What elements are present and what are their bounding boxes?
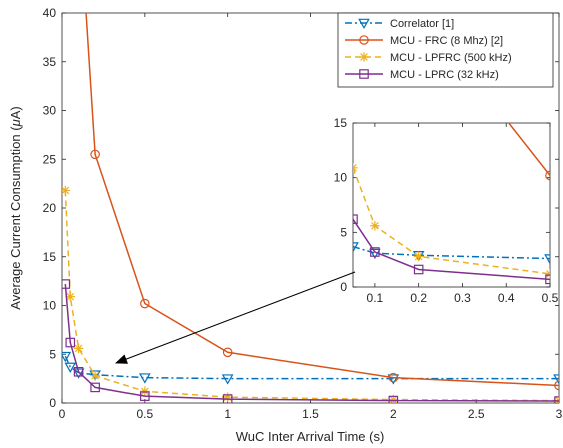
legend-marker-3 — [359, 69, 369, 79]
inset-data-point-3 — [353, 214, 358, 225]
legend-label-1: MCU - FRC (8 Mhz) [2] — [390, 35, 503, 47]
main-data-point-0 — [553, 374, 559, 385]
main-x-tick-label: 0.5 — [136, 407, 153, 421]
inset-data-point-3 — [370, 247, 380, 257]
inset-y-tick-label: 10 — [334, 171, 348, 185]
main-x-tick-label: 1.5 — [302, 407, 319, 421]
main-series-line-0 — [64, 355, 559, 380]
main-data-point-0 — [221, 374, 234, 385]
inset-series-group — [353, 4, 550, 285]
inset-data-point-1 — [414, 4, 422, 12]
inset-x-tick-label: 0.2 — [410, 291, 427, 305]
inset-x-axis: 0.1 0.2 0.3 0.4 0.5 — [367, 123, 559, 305]
main-y-tick-label: 5 — [49, 347, 56, 361]
main-series-line-3 — [64, 283, 559, 402]
main-data-point-1 — [90, 149, 100, 160]
inset-y-axis: 0 5 10 15 — [334, 116, 550, 294]
main-data-point-3 — [222, 394, 233, 403]
main-y-axis: 0 5 10 15 20 25 30 35 40 — [43, 6, 559, 410]
inset-data-point-2 — [413, 251, 424, 262]
inset-data-point-3 — [413, 264, 424, 275]
main-series-group — [62, 13, 559, 403]
legend: Correlator [1] MCU - FRC (8 Mhz) [2] MCU -… — [337, 12, 554, 88]
inset-x-tick-label: 0.4 — [498, 291, 515, 305]
inset-data-point-1 — [545, 170, 550, 181]
main-y-tick-label: 20 — [43, 201, 57, 215]
main-data-point-2 — [62, 185, 71, 196]
inset-y-tick-label: 0 — [340, 280, 347, 294]
inset-data-point-0 — [353, 242, 359, 253]
main-data-point-0 — [139, 373, 151, 384]
main-y-tick-label: 15 — [43, 250, 57, 264]
inset-y-tick-label: 5 — [340, 225, 347, 239]
main-data-point-2 — [73, 343, 84, 354]
main-data-point-3 — [65, 337, 76, 348]
main-data-point-2 — [388, 394, 399, 403]
main-data-point-2 — [140, 386, 150, 397]
main-data-point-3 — [554, 396, 559, 403]
main-data-point-2 — [65, 291, 76, 302]
main-y-tick-label: 35 — [43, 55, 57, 69]
legend-label-2: MCU - LPFRC (500 kHz) — [390, 52, 512, 64]
inset-data-point-0 — [544, 254, 550, 265]
inset-x-tick-label: 0.3 — [454, 291, 471, 305]
main-data-point-3 — [140, 391, 150, 401]
main-data-point-1 — [388, 372, 399, 383]
legend-marker-2 — [359, 52, 369, 62]
zoom-arrow — [115, 271, 356, 364]
main-x-tick-label: 2.5 — [468, 407, 485, 421]
inset-y-tick-label: 15 — [334, 116, 348, 130]
x-axis-label: WuC Inter Arrival Time (s) — [236, 429, 385, 444]
main-y-tick-label: 0 — [49, 396, 56, 410]
main-data-point-1 — [554, 380, 559, 391]
main-data-point-0 — [62, 351, 72, 363]
inset-x-tick-label: 0.5 — [542, 291, 559, 305]
main-y-tick-label: 10 — [43, 299, 57, 313]
main-data-point-3 — [62, 279, 71, 289]
main-data-point-0 — [387, 374, 400, 385]
inset-x-tick-label: 0.1 — [367, 291, 384, 305]
legend-marker-1 — [359, 35, 369, 45]
main-data-point-3 — [73, 367, 84, 377]
main-series-line-2 — [64, 190, 559, 402]
main-data-point-2 — [222, 392, 233, 402]
main-x-tick-label: 1 — [224, 407, 231, 421]
main-data-point-2 — [90, 370, 100, 381]
inset-plot-area — [352, 122, 551, 288]
main-y-tick-label: 40 — [43, 6, 57, 20]
main-x-tick-label: 2 — [390, 407, 397, 421]
main-data-point-1 — [140, 298, 150, 309]
main-data-point-3 — [388, 395, 399, 403]
legend-marker-0 — [358, 18, 370, 30]
main-x-tick-label: 0 — [59, 407, 66, 421]
inset-data-point-2 — [370, 220, 380, 231]
main-data-point-1 — [222, 347, 233, 358]
inset-series-line-3 — [353, 218, 550, 281]
main-y-tick-label: 25 — [43, 152, 57, 166]
main-x-tick-label: 3 — [556, 407, 563, 421]
main-data-point-0 — [64, 362, 77, 373]
main-series-line-1 — [85, 13, 559, 387]
legend-label-3: MCU - LPRC (32 kHz) — [390, 69, 499, 81]
main-data-point-3 — [90, 382, 100, 393]
inset-data-point-3 — [545, 274, 550, 285]
legend-label-0: Correlator [1] — [390, 18, 454, 30]
y-axis-label: Average Current Consumption (μA) — [8, 106, 23, 309]
main-y-tick-label: 30 — [43, 104, 57, 118]
